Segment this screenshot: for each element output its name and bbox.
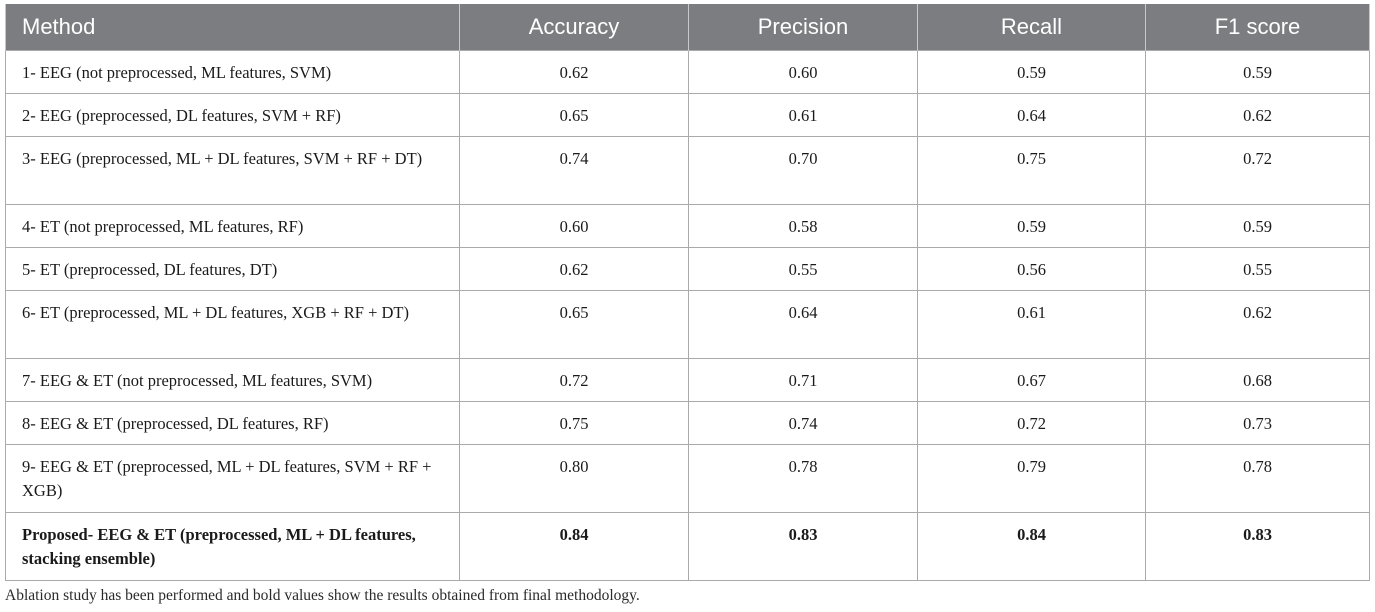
precision-cell: 0.70 xyxy=(688,136,918,205)
accuracy-cell: 0.62 xyxy=(459,50,689,94)
column-header-precision: Precision xyxy=(688,4,918,51)
f1-score-cell: 0.59 xyxy=(1145,204,1370,248)
recall-cell: 0.72 xyxy=(917,401,1146,445)
column-header-method: Method xyxy=(5,4,460,51)
column-header-accuracy: Accuracy xyxy=(459,4,689,51)
method-cell: 4- ET (not preprocessed, ML features, RF… xyxy=(5,204,460,248)
accuracy-cell: 0.84 xyxy=(459,512,689,581)
recall-cell: 0.61 xyxy=(917,290,1146,359)
table-row: 7- EEG & ET (not preprocessed, ML featur… xyxy=(5,358,1370,402)
table-row: 8- EEG & ET (preprocessed, DL features, … xyxy=(5,401,1370,445)
accuracy-cell: 0.75 xyxy=(459,401,689,445)
precision-cell: 0.78 xyxy=(688,444,918,513)
recall-cell: 0.75 xyxy=(917,136,1146,205)
f1-score-cell: 0.62 xyxy=(1145,290,1370,359)
f1-score-cell: 0.55 xyxy=(1145,247,1370,291)
recall-cell: 0.79 xyxy=(917,444,1146,513)
table-body: 1- EEG (not preprocessed, ML features, S… xyxy=(5,50,1370,581)
method-cell: 6- ET (preprocessed, ML + DL features, X… xyxy=(5,290,460,359)
table-row: 2- EEG (preprocessed, DL features, SVM +… xyxy=(5,93,1370,137)
table-row: 6- ET (preprocessed, ML + DL features, X… xyxy=(5,290,1370,359)
method-cell: 8- EEG & ET (preprocessed, DL features, … xyxy=(5,401,460,445)
table-row-proposed: Proposed- EEG & ET (preprocessed, ML + D… xyxy=(5,512,1370,581)
method-cell: 9- EEG & ET (preprocessed, ML + DL featu… xyxy=(5,444,460,513)
recall-cell: 0.56 xyxy=(917,247,1146,291)
precision-cell: 0.60 xyxy=(688,50,918,94)
precision-cell: 0.55 xyxy=(688,247,918,291)
header-row: Method Accuracy Precision Recall F1 scor… xyxy=(5,4,1370,51)
method-cell: Proposed- EEG & ET (preprocessed, ML + D… xyxy=(5,512,460,581)
table-footnote: Ablation study has been performed and bo… xyxy=(5,587,640,604)
precision-cell: 0.64 xyxy=(688,290,918,359)
method-cell: 7- EEG & ET (not preprocessed, ML featur… xyxy=(5,358,460,402)
accuracy-cell: 0.65 xyxy=(459,290,689,359)
f1-score-cell: 0.68 xyxy=(1145,358,1370,402)
method-cell: 1- EEG (not preprocessed, ML features, S… xyxy=(5,50,460,94)
f1-score-cell: 0.62 xyxy=(1145,93,1370,137)
precision-cell: 0.61 xyxy=(688,93,918,137)
f1-score-cell: 0.78 xyxy=(1145,444,1370,513)
method-cell: 2- EEG (preprocessed, DL features, SVM +… xyxy=(5,93,460,137)
recall-cell: 0.84 xyxy=(917,512,1146,581)
accuracy-cell: 0.62 xyxy=(459,247,689,291)
method-cell: 5- ET (preprocessed, DL features, DT) xyxy=(5,247,460,291)
results-table-container: Method Accuracy Precision Recall F1 scor… xyxy=(5,4,1370,581)
table-row: 9- EEG & ET (preprocessed, ML + DL featu… xyxy=(5,444,1370,513)
recall-cell: 0.67 xyxy=(917,358,1146,402)
ablation-results-table: Method Accuracy Precision Recall F1 scor… xyxy=(5,4,1370,581)
column-header-f1-score: F1 score xyxy=(1145,4,1370,51)
accuracy-cell: 0.74 xyxy=(459,136,689,205)
accuracy-cell: 0.60 xyxy=(459,204,689,248)
accuracy-cell: 0.72 xyxy=(459,358,689,402)
f1-score-cell: 0.59 xyxy=(1145,50,1370,94)
f1-score-cell: 0.73 xyxy=(1145,401,1370,445)
recall-cell: 0.59 xyxy=(917,50,1146,94)
recall-cell: 0.59 xyxy=(917,204,1146,248)
recall-cell: 0.64 xyxy=(917,93,1146,137)
f1-score-cell: 0.72 xyxy=(1145,136,1370,205)
table-header: Method Accuracy Precision Recall F1 scor… xyxy=(5,4,1370,51)
precision-cell: 0.74 xyxy=(688,401,918,445)
f1-score-cell: 0.83 xyxy=(1145,512,1370,581)
table-row: 4- ET (not preprocessed, ML features, RF… xyxy=(5,204,1370,248)
table-row: 1- EEG (not preprocessed, ML features, S… xyxy=(5,50,1370,94)
accuracy-cell: 0.80 xyxy=(459,444,689,513)
precision-cell: 0.83 xyxy=(688,512,918,581)
precision-cell: 0.58 xyxy=(688,204,918,248)
precision-cell: 0.71 xyxy=(688,358,918,402)
table-row: 5- ET (preprocessed, DL features, DT) 0.… xyxy=(5,247,1370,291)
accuracy-cell: 0.65 xyxy=(459,93,689,137)
method-cell: 3- EEG (preprocessed, ML + DL features, … xyxy=(5,136,460,205)
table-row: 3- EEG (preprocessed, ML + DL features, … xyxy=(5,136,1370,205)
column-header-recall: Recall xyxy=(917,4,1146,51)
